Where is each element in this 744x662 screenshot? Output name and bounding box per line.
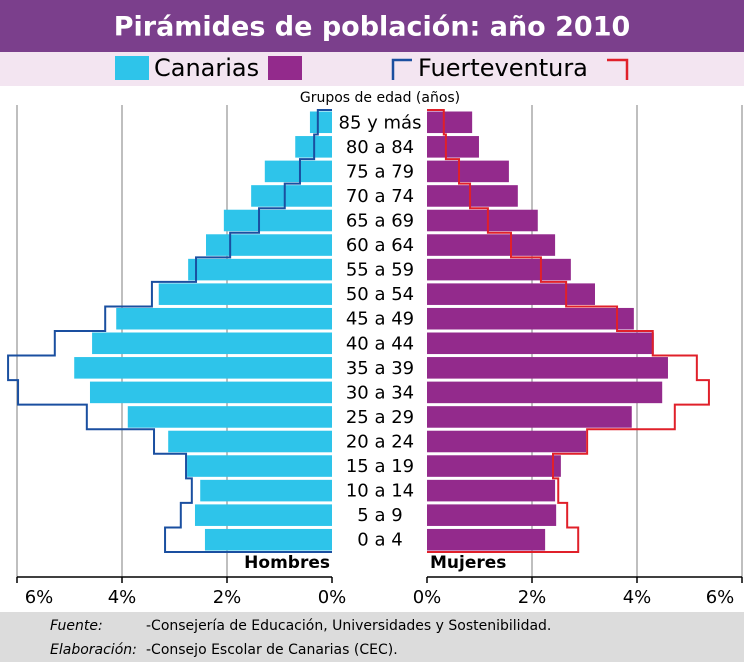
footer-key: Elaboración: [50, 642, 137, 658]
category-label: 80 a 84 [346, 137, 414, 158]
bar [427, 136, 479, 158]
bar [251, 185, 332, 207]
x-tick-label: 6% [25, 587, 54, 608]
bar [427, 332, 654, 355]
bar [427, 430, 587, 453]
category-label: 75 a 79 [346, 161, 414, 182]
bar [427, 160, 509, 183]
bar [116, 307, 332, 330]
axis-label: Grupos de edad (años) [300, 90, 460, 106]
category-label: 50 a 54 [346, 284, 414, 305]
bar [200, 479, 332, 502]
category-label: 25 a 29 [346, 407, 414, 428]
footer-text: -Consejo Escolar de Canarias (CEC). [146, 642, 398, 658]
bar [427, 307, 634, 330]
bar [427, 357, 668, 379]
legend-label: Canarias [154, 54, 259, 82]
step-line [7, 109, 332, 553]
x-tick-label: 6% [706, 587, 735, 608]
category-label: 15 a 19 [346, 456, 414, 477]
bar [427, 283, 595, 305]
category-label: 60 a 64 [346, 235, 414, 256]
footer-text: -Consejería de Educación, Universidades … [146, 618, 551, 634]
bar [264, 160, 332, 183]
bar [206, 234, 332, 256]
category-label: 85 y más [339, 112, 422, 133]
x-tick-label: 4% [623, 587, 652, 608]
bar [194, 504, 332, 526]
bar [427, 406, 632, 428]
footer-band [0, 612, 744, 662]
category-label: 10 a 14 [346, 481, 414, 502]
legend-swatch [115, 56, 149, 80]
step-line [427, 109, 710, 553]
x-tick-label: 0% [318, 587, 347, 608]
category-label: 0 a 4 [357, 530, 402, 551]
side-label: Hombres [244, 553, 330, 573]
legend-band [0, 52, 744, 86]
x-tick-label: 0% [413, 587, 442, 608]
bar [187, 455, 332, 477]
bar [427, 381, 663, 404]
title-bar [0, 0, 744, 52]
bar [427, 504, 557, 526]
side-label: Mujeres [430, 553, 506, 573]
category-label: 55 a 59 [346, 260, 414, 281]
bar [74, 357, 332, 379]
category-label: 5 a 9 [357, 505, 402, 526]
legend-label: Fuerteventura [418, 54, 588, 82]
category-label: 70 a 74 [346, 186, 414, 207]
chart-title: Pirámides de población: año 2010 [114, 12, 631, 43]
bar [127, 406, 333, 428]
bar [427, 111, 473, 134]
category-label: 45 a 49 [346, 309, 414, 330]
bar [427, 455, 561, 477]
bar [427, 258, 571, 281]
bar [223, 209, 332, 232]
x-tick-label: 2% [518, 587, 547, 608]
bar [427, 185, 518, 207]
bar [204, 528, 332, 551]
x-tick-label: 2% [213, 587, 242, 608]
bar [168, 430, 332, 453]
legend-swatch [268, 56, 302, 80]
bar [427, 528, 546, 551]
bar [427, 234, 556, 256]
category-label: 40 a 44 [346, 333, 414, 354]
footer-key: Fuente: [50, 618, 103, 634]
bar [427, 209, 538, 232]
legend-icon [607, 58, 629, 80]
bar [92, 332, 332, 355]
category-label: 30 a 34 [346, 382, 414, 403]
bar [188, 258, 332, 281]
bar [309, 111, 332, 134]
category-label: 20 a 24 [346, 432, 414, 453]
bar [427, 479, 556, 502]
x-tick-label: 4% [108, 587, 137, 608]
category-label: 35 a 39 [346, 358, 414, 379]
bar [89, 381, 332, 404]
category-label: 65 a 69 [346, 211, 414, 232]
bar [158, 283, 332, 305]
legend-icon [391, 58, 412, 80]
